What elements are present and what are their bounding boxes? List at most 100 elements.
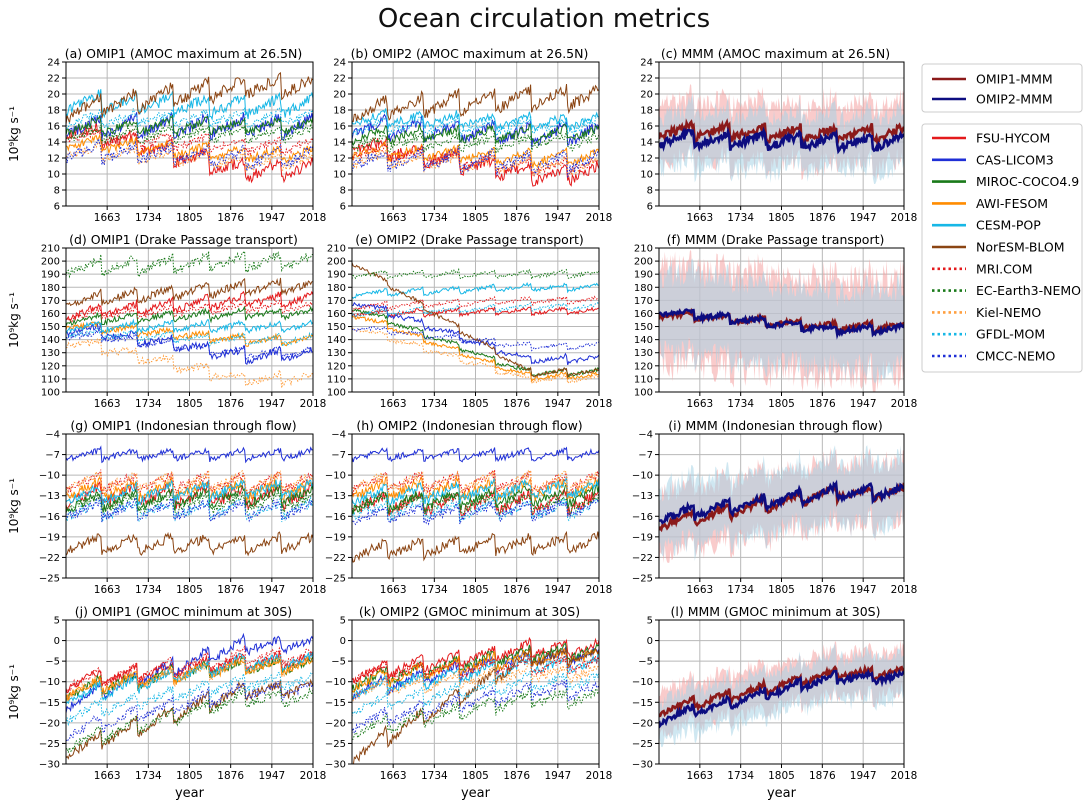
y-tick-label: 210 [41, 244, 60, 255]
x-tick-label: 1805 [768, 584, 795, 596]
y-tick-label: −7 [638, 450, 653, 461]
x-tick-label: 2018 [586, 398, 613, 410]
y-tick-label: 170 [41, 296, 60, 307]
y-tick-label: −5 [331, 657, 346, 668]
x-tick-label: 1947 [258, 770, 285, 782]
series-cmcc-nemo [66, 329, 313, 362]
legend: OMIP1-MMM OMIP2-MMM FSU-HYCOM CAS-LICOM3 MIR… [921, 63, 1083, 373]
y-tick-label: 140 [41, 335, 60, 346]
panel-title: (h) OMIP2 (Indonesian through flow) [356, 418, 582, 433]
series-fsu-hycom [352, 636, 599, 684]
y-tick-label: 6 [647, 202, 653, 213]
panel-title: (j) OMIP1 (GMOC minimum at 30S) [75, 604, 292, 619]
y-tick-label: −10 [632, 471, 653, 482]
x-tick-label: 2018 [891, 770, 918, 782]
series-kiel-nemo [66, 469, 313, 495]
y-tick-label: 14 [640, 138, 653, 149]
series-omip1-mmm [659, 118, 904, 147]
series-fsu-hycom [66, 290, 313, 322]
x-tick-label: 1876 [217, 212, 244, 224]
y-tick-label: 150 [41, 322, 60, 333]
plot-area [352, 620, 599, 764]
series-fsu-hycom [352, 306, 599, 318]
y-tick-label: −30 [325, 760, 346, 771]
legend-label: MRI.COM [976, 261, 1032, 276]
y-tick-label: 8 [54, 186, 60, 197]
series-cmcc-nemo [66, 496, 313, 523]
y-tick-label: −10 [632, 677, 653, 688]
series-noresm-blom [66, 72, 313, 125]
series-kiel-nemo [66, 336, 313, 389]
y-tick-label: 200 [327, 257, 346, 268]
y-tick-label: 16 [640, 122, 653, 133]
panel-title: (e) OMIP2 (Drake Passage transport) [355, 232, 584, 247]
x-tick-label: 1947 [544, 398, 571, 410]
panel-3: 6 8 10 12 14 16 18 20 22 24 1663 1734 1805 1876 1947 20… [640, 46, 917, 224]
x-tick-label: 2018 [891, 212, 918, 224]
series-mri-com [66, 644, 313, 693]
panel-6: 100 110 120 130 140 150 160 170 180 190 200 210 1663… [634, 232, 917, 410]
legend-label: Kiel-NEMO [976, 305, 1041, 320]
plot-area [352, 434, 599, 578]
panel-11: −30 −25 −20 −15 −10 −5 0 5 1663 1734 1805 1876 1947 2… [325, 604, 612, 801]
series-awi-fesom [66, 133, 313, 164]
x-tick-label: 1805 [176, 398, 203, 410]
series-fsu-hycom [352, 488, 599, 519]
series-mri-com [66, 298, 313, 323]
series-ec-earth3-nemo [352, 687, 599, 741]
panel-title: (d) OMIP1 (Drake Passage transport) [69, 232, 298, 247]
y-tick-label: 14 [47, 138, 60, 149]
x-tick-label: 1805 [462, 770, 489, 782]
x-tick-label: 2018 [300, 770, 327, 782]
y-tick-label: 130 [41, 348, 60, 359]
panel-title: (f) MMM (Drake Passage transport) [667, 232, 885, 247]
plot-area [659, 620, 904, 764]
y-tick-label: 210 [327, 244, 346, 255]
series-cesm-pop [352, 653, 599, 702]
series-cmcc-nemo [66, 136, 313, 171]
x-tick-label: 2018 [300, 398, 327, 410]
series-cmcc-nemo [66, 680, 313, 743]
y-tick-label: 14 [333, 138, 346, 149]
y-tick-label: 130 [634, 348, 653, 359]
series-cas-licom3 [352, 113, 599, 148]
x-tick-label: 1663 [94, 770, 121, 782]
legend-label: CAS-LICOM3 [976, 152, 1054, 167]
series-cas-licom3 [352, 646, 599, 702]
plot-area [66, 620, 313, 764]
y-tick-label: −30 [632, 760, 653, 771]
x-tick-label: 1663 [686, 770, 713, 782]
series-omip2-mmm [659, 308, 904, 340]
x-tick-label: 1947 [258, 398, 285, 410]
y-tick-label: −7 [45, 450, 60, 461]
y-tick-label: −19 [632, 532, 653, 543]
y-tick-label: 160 [327, 309, 346, 320]
x-tick-label: 1947 [544, 770, 571, 782]
y-tick-label: 8 [647, 186, 653, 197]
y-tick-label: −13 [325, 491, 346, 502]
y-tick-label: −4 [638, 430, 653, 441]
x-tick-label: 1876 [217, 398, 244, 410]
series-cesm-pop [352, 282, 599, 300]
y-tick-label: −15 [632, 698, 653, 709]
y-tick-label: 110 [327, 374, 346, 385]
series-kiel-nemo [66, 654, 313, 702]
x-tick-label: 1805 [768, 770, 795, 782]
y-tick-label: 160 [634, 309, 653, 320]
x-tick-label: 1734 [727, 212, 754, 224]
series-cesm-pop [352, 108, 599, 132]
series-cesm-pop [66, 479, 313, 506]
series-awi-fesom [66, 476, 313, 502]
panel-1: 6 8 10 12 14 16 18 20 22 24 1663 1734 1805 1876 1947 20… [7, 46, 326, 224]
y-tick-label: −22 [39, 553, 60, 564]
x-tick-label: 1734 [421, 398, 448, 410]
legend-label: AWI-FESOM [976, 196, 1048, 211]
x-tick-label: 1663 [380, 770, 407, 782]
y-tick-label: 190 [327, 270, 346, 281]
x-tick-label: 1876 [503, 770, 530, 782]
x-tick-label: 1805 [176, 212, 203, 224]
series-mri-com [66, 469, 313, 496]
y-tick-label: 22 [47, 74, 60, 85]
y-tick-label: 130 [327, 348, 346, 359]
